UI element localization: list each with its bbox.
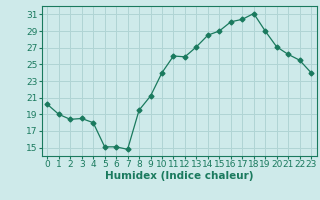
X-axis label: Humidex (Indice chaleur): Humidex (Indice chaleur) [105, 171, 253, 181]
